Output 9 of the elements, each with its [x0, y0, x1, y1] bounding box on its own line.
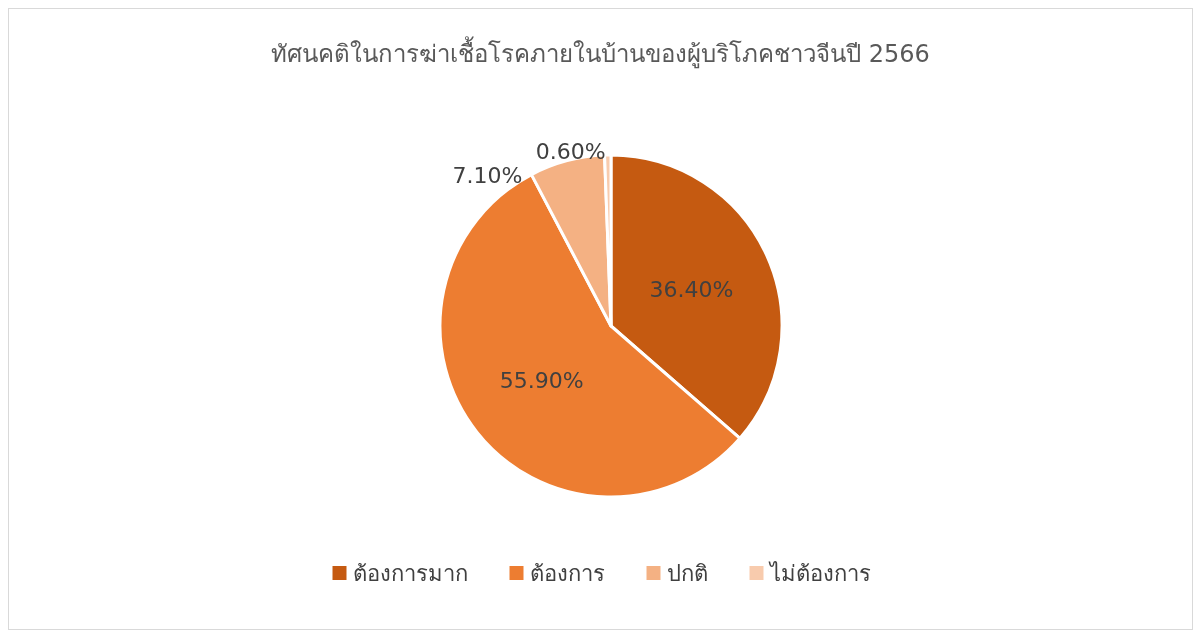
data-label: 55.90% — [499, 368, 584, 394]
data-label: 7.10% — [452, 162, 523, 188]
chart-title: ทัศนคติในการฆ่าเชื้อโรคภายในบ้านของผู้บริโภคชาวจีนปี 2566 — [271, 36, 930, 69]
legend-label: ปกติ — [666, 560, 708, 586]
data-label: 0.60% — [535, 138, 606, 164]
legend-label: ต้องการ — [529, 560, 605, 586]
data-label: 36.40% — [649, 276, 734, 302]
legend-label: ต้องการมาก — [352, 560, 468, 586]
legend-label: ไม่ต้องการ — [767, 560, 871, 586]
